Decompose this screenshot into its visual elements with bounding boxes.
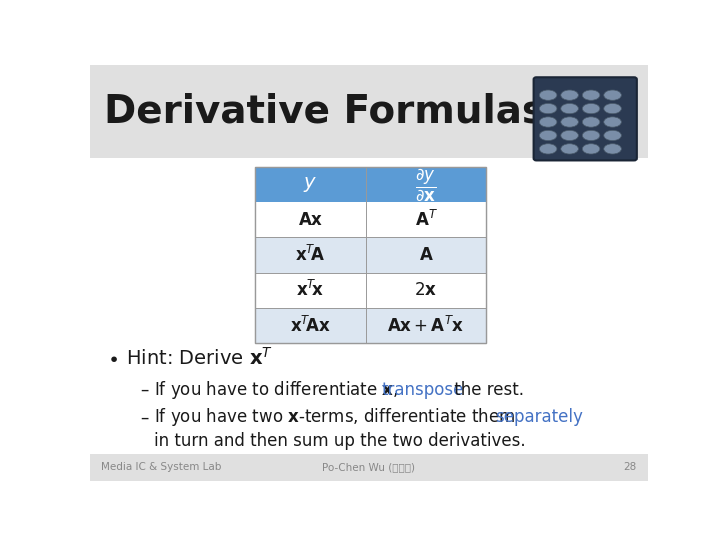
Text: $\mathbf{Ax} + \mathbf{A}^T\mathbf{x}$: $\mathbf{Ax} + \mathbf{A}^T\mathbf{x}$: [387, 316, 464, 336]
Ellipse shape: [582, 104, 600, 114]
Ellipse shape: [561, 130, 578, 140]
Text: $\mathbf{x}^T\!\mathbf{x}$: $\mathbf{x}^T\!\mathbf{x}$: [296, 280, 324, 300]
Text: in turn and then sum up the two derivatives.: in turn and then sum up the two derivati…: [154, 432, 526, 450]
Text: If you have two $\mathbf{x}$-terms, differentiate them: If you have two $\mathbf{x}$-terms, diff…: [154, 407, 517, 428]
Ellipse shape: [582, 90, 600, 100]
Ellipse shape: [539, 104, 557, 114]
Text: $\mathbf{A}^T$: $\mathbf{A}^T$: [415, 210, 438, 230]
Bar: [90, 65, 648, 158]
Text: 28: 28: [624, 462, 637, 472]
Ellipse shape: [539, 90, 557, 100]
Text: If you have to differentiate $\mathbf{x}$,: If you have to differentiate $\mathbf{x}…: [154, 379, 400, 401]
Bar: [90, 454, 648, 481]
FancyBboxPatch shape: [534, 77, 637, 160]
Bar: [255, 167, 486, 202]
Text: transpose: transpose: [382, 381, 464, 399]
Ellipse shape: [604, 144, 621, 154]
Text: Derivative Formulas: Derivative Formulas: [104, 92, 545, 131]
Ellipse shape: [604, 104, 621, 114]
Text: separately: separately: [495, 408, 583, 427]
Ellipse shape: [582, 144, 600, 154]
Ellipse shape: [561, 117, 578, 127]
Bar: [255, 308, 486, 343]
Text: $\mathit{y}$: $\mathit{y}$: [303, 175, 318, 194]
Ellipse shape: [561, 104, 578, 114]
Text: $2\mathbf{x}$: $2\mathbf{x}$: [415, 281, 438, 299]
Ellipse shape: [582, 117, 600, 127]
Text: –: –: [140, 381, 148, 399]
Ellipse shape: [539, 130, 557, 140]
Ellipse shape: [539, 144, 557, 154]
Ellipse shape: [604, 117, 621, 127]
Ellipse shape: [582, 130, 600, 140]
Text: the rest.: the rest.: [449, 381, 523, 399]
Ellipse shape: [604, 130, 621, 140]
Text: Media IC & System Lab: Media IC & System Lab: [101, 462, 222, 472]
Bar: [255, 167, 486, 343]
Text: Hint: Derive $\mathbf{x}^T$: Hint: Derive $\mathbf{x}^T$: [126, 347, 274, 369]
Bar: [255, 273, 486, 308]
Text: $\mathbf{Ax}$: $\mathbf{Ax}$: [297, 211, 323, 228]
Bar: [255, 167, 486, 343]
Text: –: –: [140, 408, 148, 427]
Text: $\mathbf{A}$: $\mathbf{A}$: [418, 246, 433, 264]
Text: Po-Chen Wu (吴柏辰): Po-Chen Wu (吴柏辰): [323, 462, 415, 472]
Text: $\mathbf{x}^T\!\mathbf{Ax}$: $\mathbf{x}^T\!\mathbf{Ax}$: [289, 316, 330, 336]
Ellipse shape: [561, 90, 578, 100]
Bar: [255, 202, 486, 238]
Text: $\dfrac{\partial y}{\partial \mathbf{x}}$: $\dfrac{\partial y}{\partial \mathbf{x}}…: [415, 166, 436, 202]
Ellipse shape: [604, 90, 621, 100]
Bar: [255, 238, 486, 273]
Ellipse shape: [539, 117, 557, 127]
Text: $\mathbf{x}^T\!\mathbf{A}$: $\mathbf{x}^T\!\mathbf{A}$: [295, 245, 325, 265]
Ellipse shape: [561, 144, 578, 154]
Text: $\bullet$: $\bullet$: [107, 348, 117, 367]
